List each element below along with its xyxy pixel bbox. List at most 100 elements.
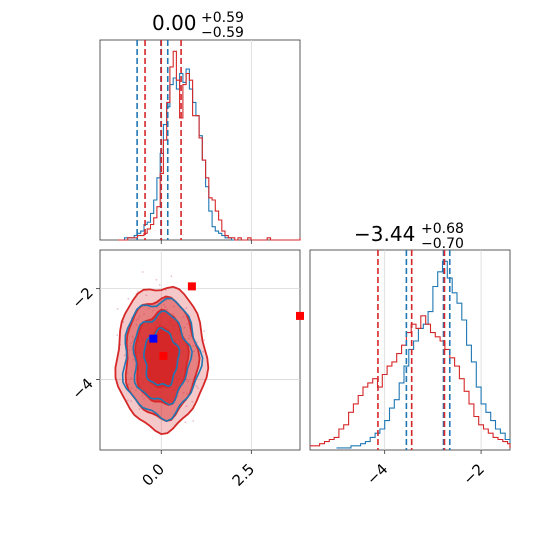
panel-title-plus: +0.59 (201, 10, 244, 26)
sample-point (131, 335, 134, 338)
sample-point (126, 372, 129, 375)
contour-lines (114, 285, 210, 436)
sample-point (128, 348, 131, 351)
sample-point (182, 315, 185, 318)
sample-point (130, 342, 133, 344)
marker (296, 311, 304, 320)
sample-point (132, 358, 135, 361)
sample-point (130, 400, 133, 402)
sample-point (116, 334, 119, 336)
marker (187, 282, 196, 291)
sample-point (185, 405, 188, 408)
sample-point (138, 315, 141, 318)
sample-point (165, 289, 167, 291)
sample-point (166, 309, 169, 311)
tick-label: −4 (68, 375, 96, 403)
histogram-steps (118, 50, 301, 241)
axes-frame (309, 249, 511, 451)
contour-line-blue (132, 310, 193, 406)
sample-point (135, 319, 138, 321)
sample-point (187, 323, 189, 325)
sample-point (129, 377, 132, 380)
panel-title-value: −3.44 (354, 222, 415, 246)
sample-point (196, 341, 199, 344)
tick-label: −2 (68, 284, 96, 312)
sample-point (195, 385, 198, 387)
tick-label: −4 (363, 460, 391, 488)
sample-point (189, 334, 191, 337)
sample-point (127, 399, 129, 402)
sample-point (202, 350, 205, 353)
sample-point (135, 324, 138, 326)
axes-frame (99, 39, 301, 241)
histogram-series (118, 50, 301, 241)
tick-marks (384, 450, 482, 454)
sample-point (187, 380, 189, 383)
sample-point (164, 306, 167, 308)
tick-marks (160, 240, 252, 244)
sample-point (155, 278, 158, 281)
sample-point (191, 400, 194, 403)
sample-point (123, 354, 126, 357)
sample-point (127, 298, 130, 300)
tick-label: 2.5 (229, 460, 259, 490)
sample-point (192, 345, 195, 347)
sample-point (158, 284, 161, 286)
histogram-series (118, 68, 235, 241)
tick-label: 0.0 (138, 460, 168, 490)
sample-point (197, 387, 199, 389)
marker (159, 351, 168, 360)
sample-point (143, 313, 145, 315)
sample-point (186, 392, 188, 395)
tick-marks (96, 288, 252, 454)
sample-point (152, 309, 155, 312)
panel-title-plus: +0.68 (421, 221, 464, 237)
sample-point (192, 420, 195, 422)
histogram-series (336, 260, 511, 449)
marker (149, 334, 158, 343)
tick-labels: −4 −2 (363, 460, 488, 488)
sample-point (193, 350, 196, 352)
sample-point (148, 307, 151, 310)
sample-point (183, 326, 186, 329)
tick-label: −2 (460, 460, 488, 488)
sample-point (184, 421, 187, 424)
sample-point (130, 387, 133, 390)
sample-point (203, 339, 206, 341)
histogram-panel-y: −4 −2 −3.44 +0.68 −0.70 (309, 221, 511, 488)
sample-point (143, 397, 146, 400)
sample-point (127, 383, 130, 386)
histogram-steps (310, 260, 511, 449)
sample-point (203, 330, 206, 332)
marker-points (149, 282, 304, 360)
histogram-panel-x: 0.00 +0.59 −0.59 (99, 10, 301, 244)
sample-point (170, 275, 173, 278)
sample-point (163, 303, 165, 306)
histogram-series (310, 315, 511, 448)
sample-point (138, 408, 141, 410)
sample-point (145, 294, 148, 297)
sample-point (188, 337, 190, 340)
contour-panel: 0.0 2.5 −2 −4 (68, 249, 304, 490)
contour-line-red (114, 285, 210, 436)
sample-point (141, 394, 144, 397)
sample-point (141, 271, 144, 273)
quantile-lines (377, 250, 451, 450)
sample-point (122, 321, 125, 324)
sample-point (137, 290, 139, 293)
grid-lines (384, 250, 482, 450)
sample-point (172, 305, 175, 308)
panel-title-minus: −0.59 (201, 25, 244, 41)
panel-title-value: 0.00 (152, 11, 197, 35)
contour-line-blue (142, 327, 181, 388)
sample-point (134, 389, 137, 392)
quantile-lines (136, 40, 182, 240)
sample-point (185, 307, 188, 310)
panel-title-minus: −0.70 (421, 236, 464, 252)
sample-point (129, 345, 132, 348)
sample-point (185, 378, 188, 381)
sample-point (172, 313, 174, 315)
contour-line-blue (121, 297, 204, 422)
sample-point (131, 340, 134, 343)
